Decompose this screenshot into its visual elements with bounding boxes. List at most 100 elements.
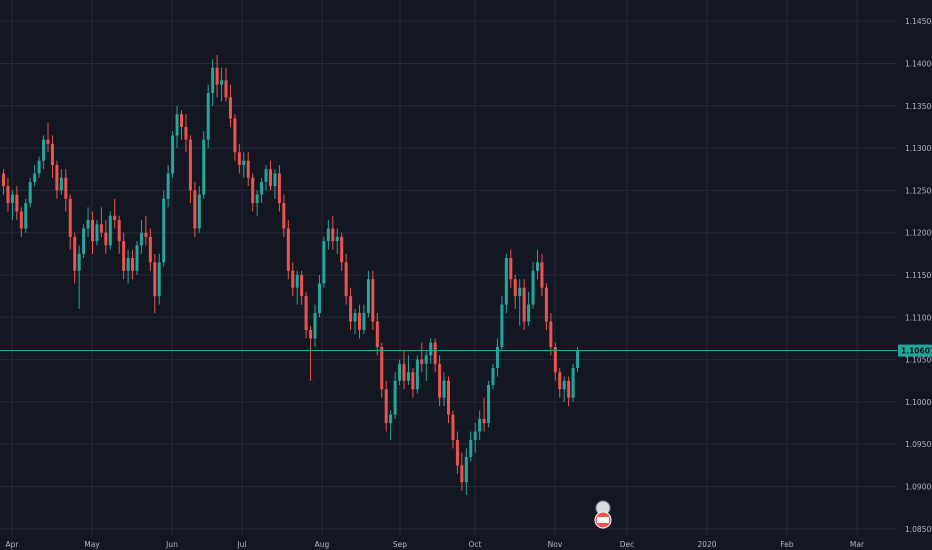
candle-body <box>86 220 90 229</box>
candle-body <box>157 262 161 297</box>
y-tick-label: 1.11000 <box>905 313 932 322</box>
candle-body <box>527 304 531 322</box>
candle-body <box>73 236 77 271</box>
candle-body <box>487 385 491 424</box>
candle-body <box>202 139 206 195</box>
candle-body <box>447 380 450 415</box>
candle-body <box>206 93 210 140</box>
last-price-tag <box>898 344 932 357</box>
event-flag-icon[interactable] <box>594 500 612 529</box>
candle-body <box>153 262 157 297</box>
candle-body <box>473 431 477 440</box>
candle-body <box>531 270 535 305</box>
y-tick-label: 1.09000 <box>905 483 932 492</box>
candle-body <box>384 389 388 424</box>
candle-body <box>91 220 94 242</box>
candle-body <box>562 380 566 390</box>
last-price-label: 1.10607 <box>901 347 932 356</box>
candle-body <box>166 173 170 199</box>
candle-body <box>558 372 562 390</box>
x-tick-label: Aug <box>315 540 330 549</box>
candle-body <box>233 118 237 153</box>
candle-body <box>24 203 28 229</box>
candle-body <box>37 160 41 174</box>
candle-body <box>349 296 353 322</box>
candle-body <box>260 181 264 195</box>
candle-body <box>509 258 513 280</box>
candle-body <box>237 152 241 165</box>
candle-body <box>295 275 299 288</box>
candle-body <box>171 135 175 174</box>
candle-body <box>326 228 330 242</box>
candle-body <box>500 304 504 347</box>
y-tick-label: 1.13000 <box>905 144 932 153</box>
candle-body <box>273 173 277 187</box>
candle-body <box>442 380 446 398</box>
candle-body <box>411 372 415 390</box>
x-tick-label: Nov <box>548 540 563 549</box>
candle-body <box>197 194 201 229</box>
candle-body <box>224 80 228 98</box>
x-tick-label: Mar <box>850 540 865 549</box>
x-tick-label: Oct <box>469 540 482 549</box>
candle-body <box>322 241 326 284</box>
candle-body <box>135 245 139 271</box>
candle-body <box>175 114 179 136</box>
candle-body <box>64 177 68 199</box>
candle-body <box>28 181 32 204</box>
candle-body <box>331 228 335 242</box>
candle-body <box>398 363 402 381</box>
candle-body <box>148 236 152 263</box>
y-tick-label: 1.09500 <box>905 440 932 449</box>
candle-body <box>513 279 517 297</box>
candle-body <box>415 359 419 390</box>
candle-body <box>300 275 304 297</box>
candle-body <box>433 342 437 364</box>
y-tick-label: 1.14000 <box>905 59 932 68</box>
candle-body <box>42 139 46 161</box>
candle-body <box>251 177 255 204</box>
candle-body <box>522 287 526 322</box>
candle-body <box>50 143 54 165</box>
candle-body <box>571 368 575 398</box>
candle-body <box>269 169 272 187</box>
candle-body <box>317 283 321 314</box>
x-tick-label: Jul <box>236 540 246 549</box>
candle-body <box>6 186 10 204</box>
candle-body <box>540 262 544 288</box>
candle-body <box>33 173 37 182</box>
candle-body <box>55 165 59 191</box>
y-tick-label: 1.10500 <box>905 356 932 365</box>
candle-body <box>77 253 81 271</box>
candle-body <box>518 287 522 297</box>
x-tick-label: Jun <box>165 540 178 549</box>
candle-body <box>255 194 259 204</box>
candle-body <box>420 359 424 364</box>
candle-body <box>313 313 317 339</box>
candle-body <box>389 414 393 424</box>
candle-body <box>82 228 86 254</box>
candle-body <box>424 355 428 364</box>
candle-body <box>99 224 103 233</box>
candle-body <box>246 160 250 178</box>
candle-body <box>10 194 14 204</box>
candle-body <box>353 313 357 322</box>
y-tick-label: 1.10000 <box>905 398 932 407</box>
candle-body <box>455 440 459 466</box>
candle-body <box>188 139 192 191</box>
candle-body <box>544 287 548 322</box>
y-tick-label: 1.12500 <box>905 186 932 195</box>
candle-body <box>277 173 281 204</box>
candle-body <box>362 313 366 330</box>
candle-body <box>193 190 197 229</box>
candle-body <box>451 414 455 440</box>
candle-body <box>162 198 166 263</box>
candle-body <box>113 215 117 220</box>
x-tick-label: Feb <box>780 540 794 549</box>
candle-body <box>104 232 108 246</box>
candle-body <box>304 296 308 330</box>
y-tick-label: 1.14500 <box>905 17 932 26</box>
candle-body <box>228 97 232 119</box>
